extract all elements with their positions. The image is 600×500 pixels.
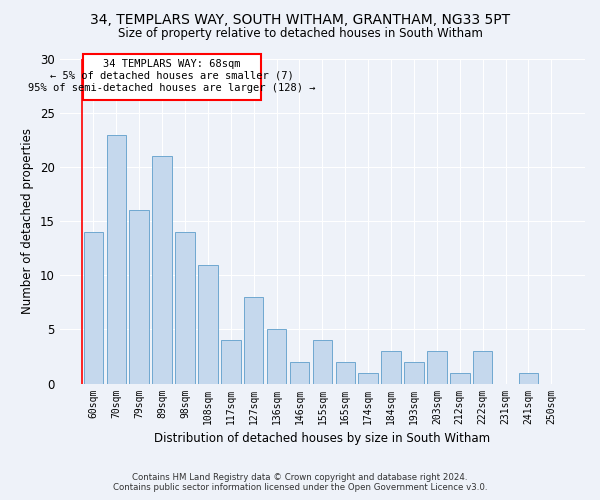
Bar xyxy=(198,264,218,384)
Bar xyxy=(130,210,149,384)
Bar xyxy=(473,351,493,384)
Text: ← 5% of detached houses are smaller (7): ← 5% of detached houses are smaller (7) xyxy=(50,71,293,81)
X-axis label: Distribution of detached houses by size in South Witham: Distribution of detached houses by size … xyxy=(154,432,490,445)
Bar xyxy=(267,330,286,384)
Bar xyxy=(382,351,401,384)
Text: 34 TEMPLARS WAY: 68sqm: 34 TEMPLARS WAY: 68sqm xyxy=(103,59,241,69)
Y-axis label: Number of detached properties: Number of detached properties xyxy=(22,128,34,314)
Text: 34, TEMPLARS WAY, SOUTH WITHAM, GRANTHAM, NG33 5PT: 34, TEMPLARS WAY, SOUTH WITHAM, GRANTHAM… xyxy=(90,12,510,26)
Text: Size of property relative to detached houses in South Witham: Size of property relative to detached ho… xyxy=(118,28,482,40)
Bar xyxy=(427,351,446,384)
Bar xyxy=(290,362,309,384)
Bar xyxy=(175,232,195,384)
Text: 95% of semi-detached houses are larger (128) →: 95% of semi-detached houses are larger (… xyxy=(28,82,316,92)
FancyBboxPatch shape xyxy=(83,54,260,100)
Bar xyxy=(83,232,103,384)
Bar xyxy=(244,297,263,384)
Bar xyxy=(358,372,378,384)
Bar xyxy=(335,362,355,384)
Bar xyxy=(107,134,126,384)
Bar xyxy=(519,372,538,384)
Bar xyxy=(221,340,241,384)
Bar xyxy=(450,372,470,384)
Bar xyxy=(313,340,332,384)
Text: Contains HM Land Registry data © Crown copyright and database right 2024.
Contai: Contains HM Land Registry data © Crown c… xyxy=(113,473,487,492)
Bar xyxy=(404,362,424,384)
Bar xyxy=(152,156,172,384)
